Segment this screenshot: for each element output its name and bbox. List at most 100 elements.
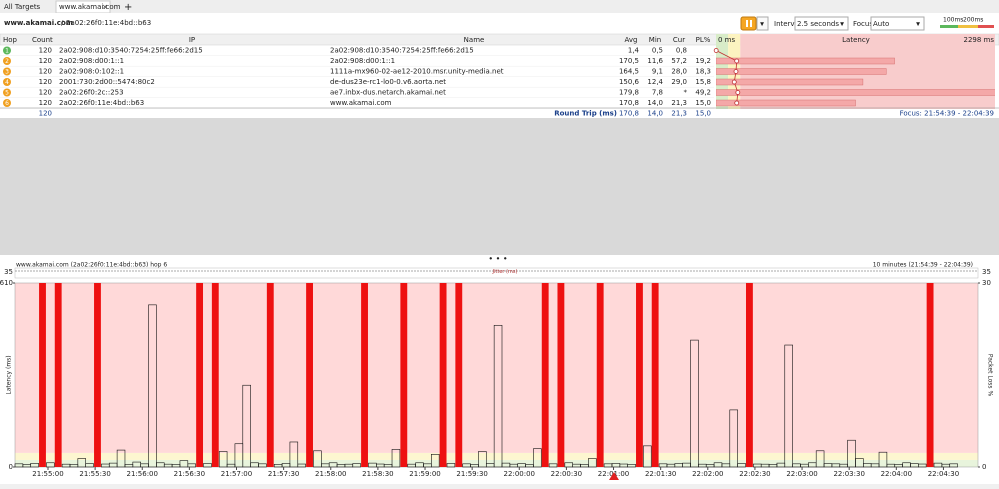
cell-cur: 28,0: [671, 68, 687, 76]
summary-min: 14,0: [647, 110, 663, 118]
latency-bar: [187, 463, 196, 468]
breadcrumb-host[interactable]: www.akamai.com: [4, 19, 73, 27]
pause-icon: [746, 20, 748, 27]
latency-bar: [30, 463, 39, 468]
packet-loss-bar: [596, 283, 604, 467]
cell-name: de-dus23e-rc1-lo0-0.v6.aorta.net: [330, 78, 446, 86]
cell-pl: 18,3: [695, 68, 711, 76]
latency-bar: [391, 449, 401, 468]
table-header: [0, 33, 999, 46]
interval-value: 2.5 seconds: [797, 20, 839, 28]
scrollbar[interactable]: [0, 484, 999, 489]
hop-badge: [3, 67, 11, 76]
splitter[interactable]: • • •: [488, 255, 507, 264]
legend-swatch-good: [940, 25, 958, 28]
cell-ip: 2a02:908:d10:3540:7254:25ff:fe66:2d15: [59, 47, 203, 55]
packet-loss-bar: [196, 283, 204, 467]
time-marker[interactable]: [609, 472, 619, 480]
dropdown-arrow: ▼: [760, 22, 764, 28]
tab-close[interactable]: ×: [102, 3, 108, 11]
column-header: PL%: [696, 36, 711, 44]
latency-bar: [242, 384, 251, 468]
cell-pl: 15,0: [695, 99, 711, 107]
packet-loss-bar: [455, 283, 463, 467]
x-tick-label: 22:00:00: [504, 470, 535, 478]
latency-bar: [643, 445, 652, 468]
x-tick-label: 22:03:00: [786, 470, 817, 478]
cell-pl: 19,2: [695, 57, 711, 65]
focus-select[interactable]: [870, 16, 925, 31]
cell-cur: 57,2: [671, 57, 687, 65]
latency-bar: [352, 463, 361, 468]
latency-bar: [533, 448, 542, 468]
jitter-strip: [14, 267, 979, 279]
interval-label: Interval: [774, 20, 801, 28]
packet-loss-bar: [557, 283, 565, 467]
loss-bar: [716, 78, 864, 86]
latency-bar: [116, 449, 126, 468]
hop-number: 5: [5, 89, 9, 96]
cell-name: ae7.inbx-dus.netarch.akamai.net: [330, 89, 446, 97]
tab-all-targets[interactable]: All Targets: [4, 3, 41, 11]
breadcrumb-ip: 2a02:26f0:11e:4bd::b63: [66, 19, 151, 27]
latency-bar: [784, 344, 793, 468]
cell-ip: 2a02:26f0:2c::253: [59, 89, 124, 97]
cell-avg: 164,5: [619, 68, 639, 76]
column-header: Hop: [3, 36, 18, 44]
hop-number: 4: [5, 79, 9, 86]
pause-icon: [750, 20, 752, 27]
avg-dot: [734, 58, 740, 64]
interval-select[interactable]: [794, 16, 849, 31]
latency-bar: [148, 304, 157, 468]
new-tab[interactable]: +: [124, 2, 132, 13]
jitter-label: Jitter (ms): [492, 269, 518, 275]
x-tick-label: 22:01:30: [645, 470, 676, 478]
latency-bar: [297, 463, 306, 468]
x-tick-label: 21:55:00: [32, 470, 63, 478]
latency-zone: [15, 452, 978, 460]
cell-count: 120: [39, 68, 52, 76]
hop-badge: [3, 57, 11, 65]
x-tick-label: 22:04:00: [881, 470, 912, 478]
x-tick-label: 22:02:30: [739, 470, 770, 478]
cell-count: 120: [39, 99, 52, 107]
cell-name: www.akamai.com: [330, 99, 392, 107]
cell-ip: 2a02:908:d00:1::1: [59, 57, 124, 65]
cell-cur: 0,8: [676, 47, 687, 55]
focus-value: Auto: [873, 20, 889, 28]
cell-ip: 2a02:908:0:102::1: [59, 68, 124, 76]
tab-target[interactable]: www.akamai.com: [59, 3, 121, 11]
latency-bar: [627, 464, 636, 468]
x-tick-label: 21:57:00: [221, 470, 252, 478]
hop-number: 6: [5, 100, 9, 107]
packet-loss-bar: [266, 283, 274, 467]
latency-bar: [289, 441, 299, 468]
y2-tick-label: 0: [982, 463, 986, 471]
pause-button[interactable]: [740, 16, 757, 31]
x-tick-label: 22:04:30: [928, 470, 959, 478]
cell-min: 9,1: [652, 68, 663, 76]
latency-bar: [847, 439, 856, 468]
latency-bar: [737, 463, 746, 468]
cell-name: 2a02:908:d10:3540:7254:25ff:fe66:2d15: [330, 47, 474, 55]
latency-bar: [588, 458, 597, 468]
cell-pl: 49,2: [695, 89, 711, 97]
column-header: Avg: [625, 36, 638, 44]
cell-avg: 170,5: [619, 57, 639, 65]
legend-swatch-warn: [958, 25, 978, 28]
cell-cur: 29,0: [671, 78, 687, 86]
packet-loss-bar: [39, 283, 46, 467]
latency-bar: [258, 463, 267, 468]
hop-badge: [3, 46, 11, 55]
pause-dropdown[interactable]: [756, 16, 769, 31]
cell-name: 2a02:908:d00:1::1: [330, 57, 395, 65]
x-tick-label: 21:56:00: [127, 470, 158, 478]
y-tick-label: 0: [9, 463, 13, 471]
packet-loss-bar: [745, 283, 753, 467]
route-table: Hop Count IP Name Avg Min Cur PL% 0 ms Latency 229…: [0, 34, 999, 118]
dropdown-arrow: ▼: [840, 22, 844, 28]
latency-bar: [690, 339, 699, 468]
avg-dot: [735, 90, 741, 95]
packet-loss-bar: [541, 283, 549, 467]
cell-min: 12,4: [647, 78, 663, 86]
